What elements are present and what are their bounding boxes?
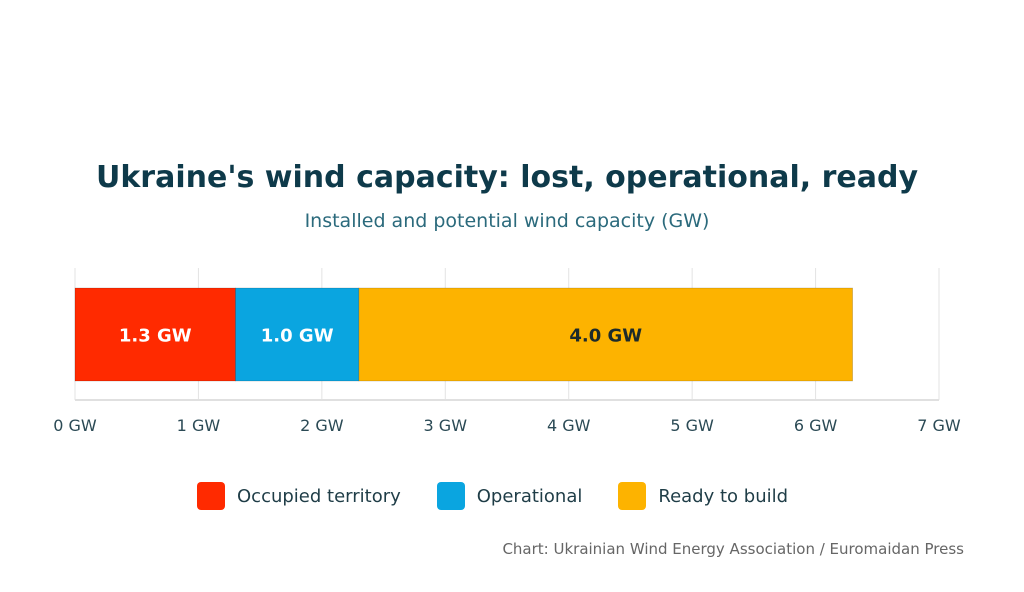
tick-label: 4 GW (547, 416, 591, 435)
tick-label: 2 GW (300, 416, 344, 435)
legend-label: Ready to build (658, 485, 789, 507)
legend-swatch (197, 482, 225, 510)
legend-item-ready: Ready to build (618, 482, 788, 510)
legend-swatch (618, 482, 647, 510)
bar-segment (358, 287, 853, 382)
tick-label: 5 GW (670, 416, 714, 435)
data-label: 1.3 GW (119, 326, 192, 347)
bar-segment (235, 287, 360, 382)
legend: Occupied territory Operational Ready to … (197, 482, 824, 510)
source-credit: Chart: Ukrainian Wind Energy Association… (502, 540, 964, 558)
legend-swatch (436, 482, 465, 510)
tick-label: 3 GW (424, 416, 468, 435)
chart-title: Ukraine's wind capacity: lost, operation… (95, 160, 919, 195)
data-label: 1.0 GW (261, 326, 334, 347)
tick-label: 0 GW (53, 416, 97, 435)
tick-label: 1 GW (177, 416, 221, 435)
chart-subtitle: Installed and potential wind capacity (G… (304, 210, 710, 232)
legend-label: Operational (476, 485, 583, 507)
legend-label: Occupied territory (237, 485, 401, 507)
legend-item-occupied: Occupied territory (197, 482, 401, 510)
legend-item-operational: Operational (436, 482, 583, 510)
tick-label: 7 GW (917, 416, 961, 435)
data-label: 4.0 GW (569, 326, 642, 347)
tick-label: 6 GW (794, 416, 838, 435)
